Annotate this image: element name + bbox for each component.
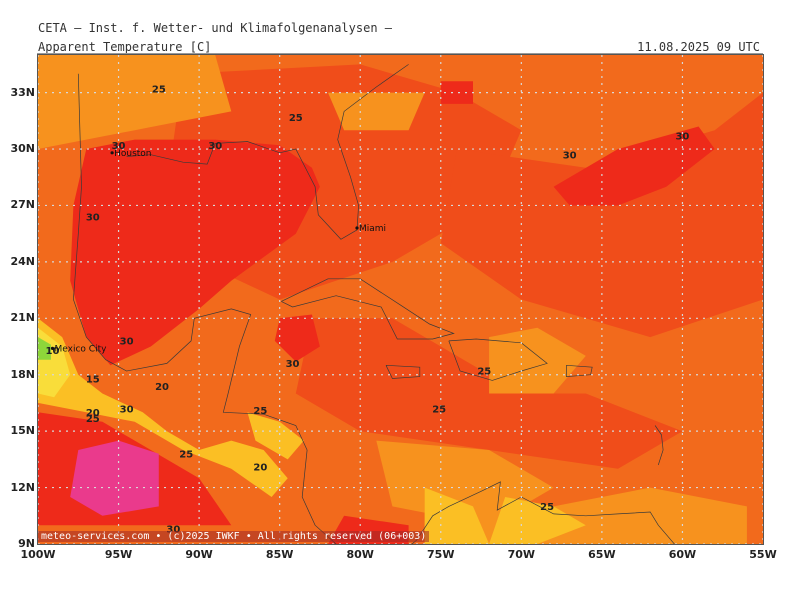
coast-jamaica: [385, 364, 421, 379]
lon-tick-label: 90W: [185, 548, 213, 561]
moderate-region-carolinas: [328, 92, 425, 131]
contour-label: 20: [253, 463, 267, 474]
contour-label: 30: [112, 141, 126, 152]
moderate-region-southern-us: [38, 55, 232, 149]
lat-tick-label: 33N: [10, 85, 35, 99]
weather-map[interactable]: 25 25 30 30 30 30 30 30 10 30 15 20 25 20 30 25 25 25 25 20…: [37, 54, 764, 545]
contour-label: 25: [152, 85, 166, 96]
lon-tick-label: 60W: [668, 548, 697, 561]
parameter-label: Apparent Temperature [C]: [38, 40, 212, 54]
lon-tick-label: 70W: [507, 548, 536, 561]
lon-tick-label: 100W: [20, 548, 56, 561]
city-marker: [110, 151, 114, 155]
lon-tick-label: 65W: [588, 548, 616, 561]
coast-us-southeast: [126, 64, 409, 240]
mild-region-venezuela: [489, 497, 586, 544]
contour-label: 20: [86, 408, 100, 419]
contour-label: 30: [286, 359, 300, 370]
city-label: Houston: [114, 149, 151, 159]
contour-label: 25: [253, 406, 267, 417]
header-divider: [37, 53, 763, 54]
city-label: Miami: [359, 224, 386, 234]
lon-tick-label: 95W: [104, 548, 133, 561]
contour-label: 25: [477, 367, 491, 378]
mild-region-mexico-central-america: [38, 318, 288, 497]
contour-label: 30: [86, 213, 100, 224]
lat-tick-label: 12N: [10, 480, 35, 494]
contour-label: 15: [86, 374, 100, 385]
lat-lon-grid: [38, 55, 763, 544]
mild-region-honduras: [247, 412, 304, 460]
contour-label: 25: [432, 404, 446, 415]
hot-region-cayman: [274, 314, 320, 362]
lat-tick-label: 21N: [10, 311, 35, 325]
chart-title: CETA — Inst. f. Wetter- und Klimafolgena…: [38, 21, 393, 35]
cold-region-mexico-city: [38, 337, 51, 360]
contour-label: 30: [675, 132, 689, 143]
lat-tick-label: 15N: [10, 424, 35, 438]
coastlines: [73, 64, 675, 544]
lat-tick-label: 18N: [10, 367, 35, 381]
mild-region-colombia: [424, 487, 490, 544]
extreme-region-pacific: [70, 440, 159, 516]
contour-label: 30: [120, 337, 134, 348]
contour-label: 25: [86, 414, 100, 425]
contour-label: 25: [540, 502, 554, 513]
city-marker: [50, 346, 55, 350]
hot-region-bermuda-cell: [440, 81, 473, 104]
contour-label: 10: [46, 346, 60, 357]
coast-gulf-central-america: [73, 73, 337, 544]
lat-tick-label: 9N: [18, 537, 35, 550]
city-marker: [355, 226, 359, 230]
moderate-region-hispaniola: [489, 327, 586, 394]
city-markers: Houston Miami Mexico City: [50, 149, 386, 354]
lon-tick-label: 75W: [427, 548, 455, 561]
contour-label: 30: [563, 150, 577, 161]
contour-label: 30: [208, 141, 222, 152]
lon-tick-label: 55W: [749, 548, 777, 561]
city-label: Mexico City: [55, 344, 108, 354]
contour-label: 20: [155, 382, 169, 393]
hot-region-gulf-of-mexico: [70, 139, 320, 366]
coast-lesser-antilles: [654, 425, 664, 466]
contour-label: 30: [166, 525, 180, 536]
copyright-footer: meteo-services.com • (c)2025 IWKF • All …: [38, 531, 430, 542]
lon-tick-label: 80W: [346, 548, 374, 561]
coast-hispaniola: [448, 338, 548, 381]
coast-south-america: [411, 481, 675, 544]
coast-cuba: [281, 278, 455, 340]
lat-tick-label: 24N: [10, 254, 35, 268]
coast-puerto-rico: [566, 364, 593, 377]
contour-label: 25: [179, 449, 193, 460]
contour-label: 25: [289, 113, 303, 124]
lat-tick-label: 30N: [10, 142, 35, 156]
hot-region-atlantic-cell: [553, 126, 715, 206]
valid-datetime: 11.08.2025 09 UTC: [637, 40, 760, 54]
lon-tick-label: 85W: [265, 548, 294, 561]
contour-label: 30: [120, 404, 134, 415]
lat-tick-label: 27N: [10, 198, 35, 212]
